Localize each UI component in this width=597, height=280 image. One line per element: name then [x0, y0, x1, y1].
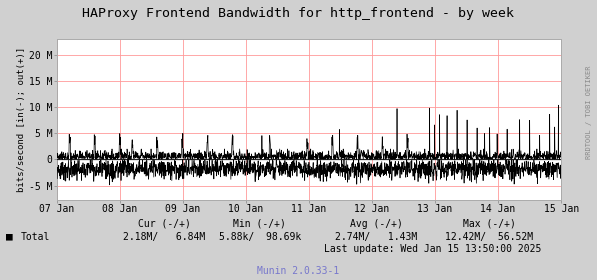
Text: HAProxy Frontend Bandwidth for http_frontend - by week: HAProxy Frontend Bandwidth for http_fron… — [82, 7, 515, 20]
Y-axis label: bits/second [in(-); out(+)]: bits/second [in(-); out(+)] — [17, 47, 26, 192]
Text: RRDTOOL / TOBI OETIKER: RRDTOOL / TOBI OETIKER — [586, 65, 592, 159]
Text: 2.18M/   6.84M: 2.18M/ 6.84M — [123, 232, 205, 242]
Text: 12.42M/  56.52M: 12.42M/ 56.52M — [445, 232, 534, 242]
Text: Min (-/+): Min (-/+) — [233, 219, 286, 229]
Text: Cur (-/+): Cur (-/+) — [138, 219, 190, 229]
Text: Avg (-/+): Avg (-/+) — [350, 219, 402, 229]
Text: Total: Total — [21, 232, 50, 242]
Text: ■: ■ — [6, 232, 13, 242]
Text: 5.88k/  98.69k: 5.88k/ 98.69k — [219, 232, 301, 242]
Text: 2.74M/   1.43M: 2.74M/ 1.43M — [335, 232, 417, 242]
Text: Max (-/+): Max (-/+) — [463, 219, 516, 229]
Text: Last update: Wed Jan 15 13:50:00 2025: Last update: Wed Jan 15 13:50:00 2025 — [324, 244, 541, 254]
Text: Munin 2.0.33-1: Munin 2.0.33-1 — [257, 266, 340, 276]
